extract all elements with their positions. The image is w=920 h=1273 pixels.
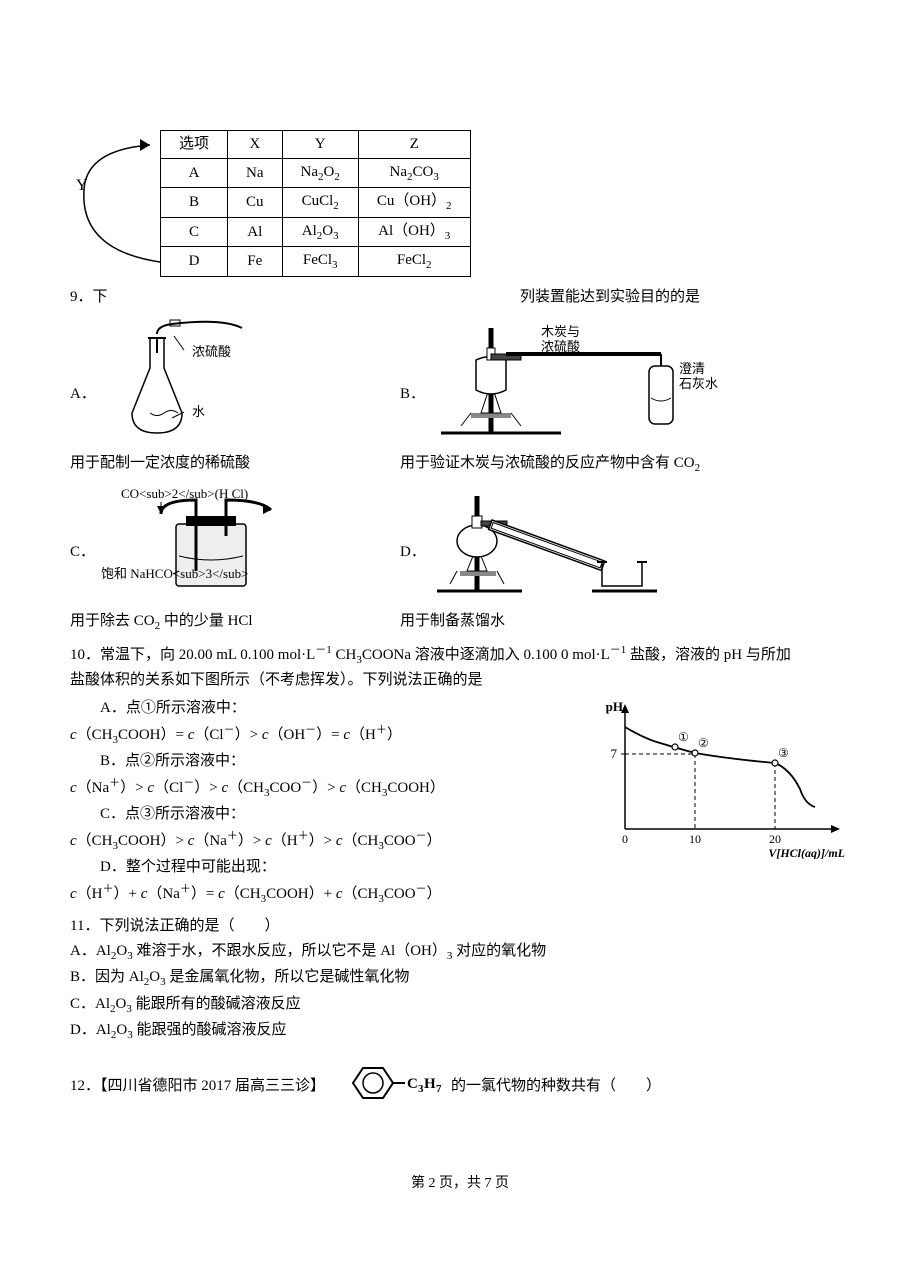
q9B-label-3: 石灰水 xyxy=(679,376,718,391)
q8-td: Fe xyxy=(228,247,283,277)
q9-B-apparatus: 木炭与 浓硫酸 澄清 石灰水 xyxy=(431,318,731,446)
q9-A-apparatus: 浓硫酸 水 xyxy=(102,318,262,446)
q8-td: Al2O3 xyxy=(282,217,358,247)
svg-text:V[HCl(aq)]/mL: V[HCl(aq)]/mL xyxy=(768,846,845,859)
q8-td: CuCl2 xyxy=(282,188,358,218)
q10-block: 10．常温下，向 20.00 mL 0.100 mol·L－1 CH3COONa… xyxy=(70,642,850,909)
q9-row-AB: A． 浓硫酸 水 B． xyxy=(70,318,850,446)
q8-block: Y 选项XYZ ANaNa2O2Na2CO3BCuCuCl2Cu（OH）2CAl… xyxy=(70,130,850,278)
svg-text:10: 10 xyxy=(689,832,701,846)
q11-stem: 11．下列说法正确的是（ ） xyxy=(70,915,850,938)
q9-row-CD: C． CO<sub>2</sub>(H Cl) 饱和 NaHCO<sub>3</… xyxy=(70,486,850,604)
svg-text:C: C xyxy=(407,1076,418,1092)
q10-A-body: c（CH3COOH）= c（Cl－）> c（OH－）= c（H＋） xyxy=(70,722,560,749)
svg-text:7: 7 xyxy=(436,1083,442,1095)
q9-D-caption: 用于制备蒸馏水 xyxy=(400,610,505,635)
q9-B-caption: 用于验证木炭与浓硫酸的反应产物中含有 CO2 xyxy=(400,452,700,477)
q12-block: 12．【四川省德阳市 2017 届高三三诊】 C 3 H 7 的一氯代物的种数共… xyxy=(70,1060,850,1114)
q10-C-body: c（CH3COOH）> c（Na＋）> c（H＋）> c（CH3COO－） xyxy=(70,828,560,855)
q10-B-body: c（Na＋）> c（Cl－）> c（CH3COO－）> c（CH3COOH） xyxy=(70,775,560,802)
q10-A-head: A．点①所示溶液中： xyxy=(70,697,560,720)
q9-D-letter: D． xyxy=(400,541,426,564)
q9-A-letter: A． xyxy=(70,383,96,406)
q9-num: 9．下 xyxy=(70,286,470,309)
q9B-label-2: 澄清 xyxy=(679,361,705,376)
q11-A: A．Al2O3 难溶于水，不跟水反应，所以它不是 Al（OH）3 对应的氧化物 xyxy=(70,940,850,965)
page-footer: 第 2 页，共 7 页 xyxy=(70,1173,850,1194)
svg-text:0: 0 xyxy=(622,832,628,846)
q9-cap-AB: 用于配制一定浓度的稀硫酸 用于验证木炭与浓硫酸的反应产物中含有 CO2 xyxy=(70,452,850,477)
q8-td: FeCl2 xyxy=(358,247,470,277)
q10-stem2: 盐酸体积的关系如下图所示（不考虑挥发）。下列说法正确的是 xyxy=(70,669,850,692)
q8-td: Na2O2 xyxy=(282,158,358,188)
q9-tail: 列装置能达到实验目的的是 xyxy=(520,286,700,309)
q12-post: 的一氯代物的种数共有（ ） xyxy=(451,1075,661,1098)
q10-stem1: 10．常温下，向 20.00 mL 0.100 mol·L－1 CH3COONa… xyxy=(70,642,850,669)
q11-B: B．因为 Al2O3 是金属氧化物，所以它是碱性氧化物 xyxy=(70,966,850,991)
q9-B-letter: B． xyxy=(400,383,425,406)
q9-C-caption: 用于除去 CO2 中的少量 HCl xyxy=(70,610,400,635)
q8-th: Y xyxy=(282,131,358,159)
q8-th: 选项 xyxy=(161,131,228,159)
q8-td: FeCl3 xyxy=(282,247,358,277)
q9B-label-1: 浓硫酸 xyxy=(541,339,580,354)
svg-text:H: H xyxy=(424,1076,436,1092)
q10-chart: pH V[HCl(aq)]/mL 7 0 10 20 ①② ③ xyxy=(560,695,850,867)
svg-text:7: 7 xyxy=(611,746,618,761)
q10-D-head: D．整个过程中可能出现： xyxy=(70,856,560,879)
q10-options: A．点①所示溶液中： c（CH3COOH）= c（Cl－）> c（OH－）= c… xyxy=(70,695,560,909)
q8-th: Z xyxy=(358,131,470,159)
q9A-label-0: 浓硫酸 xyxy=(192,344,231,359)
q8-td: Na2CO3 xyxy=(358,158,470,188)
q10-C-head: C．点③所示溶液中： xyxy=(70,803,560,826)
arrow-y-label: Y xyxy=(76,177,88,194)
q8-td: Na xyxy=(228,158,283,188)
q9B-label-0: 木炭与 xyxy=(541,324,580,339)
q9-header: 9．下 列装置能达到实验目的的是 xyxy=(70,286,850,309)
q10-B-head: B．点②所示溶液中： xyxy=(70,750,560,773)
q8-td: C xyxy=(161,217,228,247)
q8-td: B xyxy=(161,188,228,218)
q10-D-body: c（H＋）+ c（Na＋）= c（CH3COOH）+ c（CH3COO－） xyxy=(70,881,560,908)
q9-C-letter: C． xyxy=(70,541,95,564)
q12-pre: 12．【四川省德阳市 2017 届高三三诊】 xyxy=(70,1075,325,1098)
svg-text:20: 20 xyxy=(769,832,781,846)
q9-C-apparatus: CO<sub>2</sub>(H Cl) 饱和 NaHCO<sub>3</sub… xyxy=(101,486,301,604)
svg-text:①: ① xyxy=(678,730,689,744)
q8-th: X xyxy=(228,131,283,159)
q11-C: C．Al2O3 能跟所有的酸碱溶液反应 xyxy=(70,993,850,1018)
q8-td: Cu xyxy=(228,188,283,218)
q8-td: Cu（OH）2 xyxy=(358,188,470,218)
svg-text:pH: pH xyxy=(606,699,623,714)
svg-text:③: ③ xyxy=(778,746,789,760)
q12-chem: C 3 H 7 xyxy=(333,1060,443,1114)
q8-td: D xyxy=(161,247,228,277)
q9-cap-CD: 用于除去 CO2 中的少量 HCl 用于制备蒸馏水 xyxy=(70,610,850,635)
q11-D: D．Al2O3 能跟强的酸碱溶液反应 xyxy=(70,1019,850,1044)
q9-A-caption: 用于配制一定浓度的稀硫酸 xyxy=(70,452,400,477)
q9-D-apparatus xyxy=(432,486,672,604)
q11-block: 11．下列说法正确的是（ ） A．Al2O3 难溶于水，不跟水反应，所以它不是 … xyxy=(70,915,850,1044)
q8-td: A xyxy=(161,158,228,188)
q8-arrow: Y xyxy=(70,130,160,278)
q8-td: Al（OH）3 xyxy=(358,217,470,247)
svg-text:②: ② xyxy=(698,736,709,750)
q8-table: 选项XYZ ANaNa2O2Na2CO3BCuCuCl2Cu（OH）2CAlAl… xyxy=(160,130,471,277)
q9A-label-1: 水 xyxy=(192,404,205,419)
q8-td: Al xyxy=(228,217,283,247)
